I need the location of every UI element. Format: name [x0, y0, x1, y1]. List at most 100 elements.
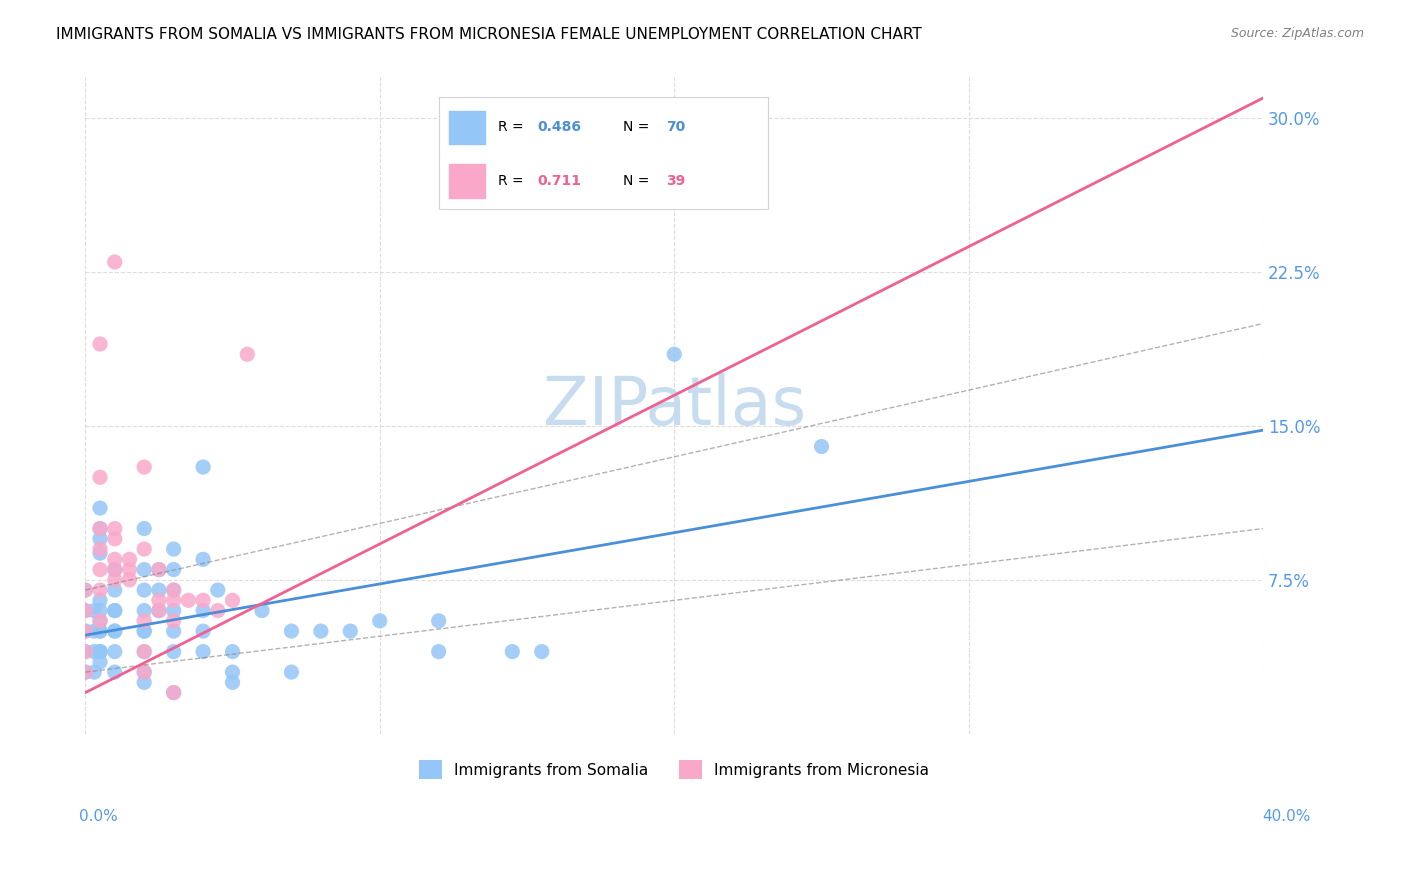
Text: ZIPatlas: ZIPatlas: [543, 373, 806, 439]
Point: [339, 624, 361, 639]
Point: [104, 532, 127, 546]
Point: [75, 604, 97, 618]
Point: [148, 604, 170, 618]
Point: [134, 675, 156, 690]
Point: [104, 552, 127, 566]
Text: Source: ZipAtlas.com: Source: ZipAtlas.com: [1230, 27, 1364, 40]
Point: [89, 563, 111, 577]
Point: [163, 644, 186, 658]
Point: [163, 685, 186, 699]
Point: [236, 347, 259, 361]
Point: [250, 604, 273, 618]
Point: [163, 542, 186, 557]
Point: [221, 644, 243, 658]
Point: [221, 593, 243, 607]
Point: [89, 644, 111, 658]
Point: [75, 624, 97, 639]
Point: [134, 665, 156, 679]
Point: [207, 583, 229, 598]
Point: [75, 624, 97, 639]
Text: IMMIGRANTS FROM SOMALIA VS IMMIGRANTS FROM MICRONESIA FEMALE UNEMPLOYMENT CORREL: IMMIGRANTS FROM SOMALIA VS IMMIGRANTS FR…: [56, 27, 922, 42]
Point: [134, 542, 156, 557]
Point: [191, 552, 214, 566]
Point: [191, 604, 214, 618]
Point: [221, 665, 243, 679]
Point: [134, 644, 156, 658]
Point: [134, 522, 156, 536]
Point: [148, 563, 170, 577]
Point: [104, 665, 127, 679]
Point: [89, 542, 111, 557]
Point: [163, 593, 186, 607]
Point: [134, 644, 156, 658]
Point: [148, 604, 170, 618]
Point: [134, 583, 156, 598]
Point: [89, 337, 111, 351]
Point: [104, 604, 127, 618]
Point: [427, 614, 450, 628]
Point: [118, 552, 141, 566]
Point: [516, 132, 538, 146]
Point: [163, 685, 186, 699]
Point: [89, 644, 111, 658]
Point: [75, 665, 97, 679]
Point: [89, 501, 111, 516]
Point: [104, 604, 127, 618]
Point: [75, 665, 97, 679]
Point: [104, 255, 127, 269]
Point: [104, 573, 127, 587]
Point: [89, 522, 111, 536]
Point: [309, 624, 332, 639]
Point: [134, 624, 156, 639]
Point: [89, 546, 111, 560]
Point: [810, 440, 832, 454]
Point: [118, 573, 141, 587]
Text: 40.0%: 40.0%: [1263, 809, 1310, 823]
Point: [191, 460, 214, 475]
Point: [89, 624, 111, 639]
Point: [104, 583, 127, 598]
Point: [148, 563, 170, 577]
Point: [221, 675, 243, 690]
Point: [163, 614, 186, 628]
Point: [89, 532, 111, 546]
Point: [89, 604, 111, 618]
Point: [280, 624, 302, 639]
Point: [89, 644, 111, 658]
Point: [89, 655, 111, 669]
Point: [177, 593, 200, 607]
Point: [89, 614, 111, 628]
Point: [191, 593, 214, 607]
Point: [134, 665, 156, 679]
Point: [75, 583, 97, 598]
Point: [89, 624, 111, 639]
Point: [280, 665, 302, 679]
Point: [163, 563, 186, 577]
Point: [163, 604, 186, 618]
Point: [134, 614, 156, 628]
Point: [148, 593, 170, 607]
Point: [427, 644, 450, 658]
Point: [501, 644, 523, 658]
Point: [104, 624, 127, 639]
Legend: Immigrants from Somalia, Immigrants from Micronesia: Immigrants from Somalia, Immigrants from…: [413, 754, 935, 785]
Point: [83, 644, 105, 658]
Point: [83, 624, 105, 639]
Point: [163, 583, 186, 598]
Point: [134, 624, 156, 639]
Point: [368, 614, 391, 628]
Point: [118, 563, 141, 577]
Point: [104, 624, 127, 639]
Point: [104, 563, 127, 577]
Point: [104, 522, 127, 536]
Point: [75, 604, 97, 618]
Point: [104, 644, 127, 658]
Point: [134, 460, 156, 475]
Point: [530, 644, 553, 658]
Point: [191, 644, 214, 658]
Point: [83, 604, 105, 618]
Point: [89, 583, 111, 598]
Point: [104, 563, 127, 577]
Point: [163, 583, 186, 598]
Text: 0.0%: 0.0%: [79, 809, 118, 823]
